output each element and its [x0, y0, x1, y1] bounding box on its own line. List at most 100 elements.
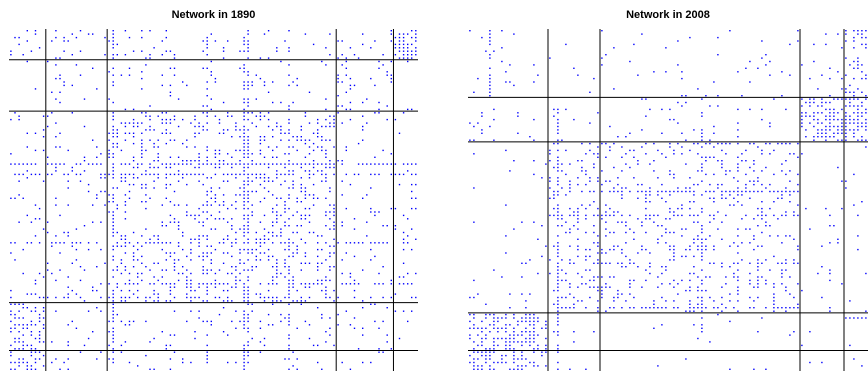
matrix-point: [116, 313, 118, 316]
matrix-point: [845, 30, 847, 32]
matrix-point: [292, 214, 294, 217]
matrix-point: [312, 173, 315, 176]
matrix-point: [202, 272, 204, 275]
matrix-point: [577, 218, 579, 220]
matrix-point: [609, 180, 611, 182]
matrix-point: [100, 163, 102, 165]
matrix-point: [629, 132, 631, 134]
matrix-point: [198, 283, 200, 285]
matrix-point: [837, 238, 839, 240]
matrix-point: [38, 317, 41, 319]
matrix-point: [153, 262, 155, 264]
matrix-point: [569, 307, 571, 309]
matrix-point: [489, 67, 491, 69]
matrix-point: [537, 344, 539, 347]
matrix-point: [717, 211, 719, 213]
matrix-point: [837, 132, 839, 134]
matrix-point: [288, 283, 290, 285]
matrix-point: [709, 190, 711, 193]
matrix-point: [773, 214, 775, 217]
matrix-point: [689, 310, 691, 312]
matrix-point: [206, 156, 208, 158]
matrix-point: [390, 30, 392, 32]
matrix-point: [202, 129, 204, 131]
matrix-point: [304, 156, 307, 158]
matrix-point: [407, 242, 409, 244]
matrix-point: [38, 242, 41, 244]
matrix-point: [681, 132, 683, 134]
matrix-point: [206, 351, 208, 353]
matrix-point: [853, 67, 855, 69]
matrix-point: [725, 276, 727, 278]
matrix-point: [255, 231, 257, 234]
matrix-point: [267, 324, 270, 326]
matrix-point: [505, 204, 507, 206]
matrix-point: [533, 361, 535, 364]
matrix-point: [67, 344, 69, 347]
matrix-point: [861, 317, 863, 319]
matrix-point: [402, 36, 405, 39]
matrix-point: [789, 180, 791, 182]
matrix-point: [493, 108, 495, 111]
matrix-point: [177, 156, 180, 158]
matrix-point: [489, 43, 491, 46]
matrix-point: [521, 276, 523, 278]
matrix-point: [247, 242, 249, 244]
matrix-point: [206, 283, 208, 285]
matrix-point: [272, 303, 274, 305]
matrix-point: [112, 36, 114, 39]
matrix-point: [308, 296, 311, 299]
matrix-point: [705, 276, 707, 278]
matrix-point: [10, 163, 12, 165]
matrix-point: [390, 296, 392, 299]
matrix-point: [116, 231, 118, 234]
matrix-point: [529, 361, 531, 364]
matrix-point: [741, 242, 743, 244]
matrix-point: [96, 307, 98, 309]
matrix-point: [304, 190, 307, 193]
matrix-point: [153, 166, 155, 169]
matrix-point: [100, 296, 102, 299]
matrix-point: [517, 368, 519, 370]
matrix-point: [251, 214, 253, 217]
matrix-point: [337, 112, 339, 114]
matrix-point: [517, 320, 519, 323]
matrix-point: [557, 331, 559, 333]
matrix-point: [525, 337, 527, 340]
matrix-point: [231, 300, 233, 302]
matrix-point: [161, 122, 163, 124]
matrix-point: [378, 163, 380, 165]
matrix-point: [161, 221, 163, 223]
matrix-point: [296, 84, 298, 87]
matrix-point: [657, 214, 659, 217]
matrix-point: [745, 173, 747, 176]
matrix-point: [645, 197, 647, 199]
matrix-point: [34, 33, 37, 35]
matrix-point: [112, 334, 114, 336]
matrix-point: [55, 146, 57, 148]
matrix-point: [597, 177, 599, 179]
matrix-point: [206, 272, 208, 275]
matrix-point: [713, 300, 715, 302]
matrix-point: [641, 129, 643, 131]
matrix-point: [296, 231, 298, 234]
matrix-point: [96, 156, 98, 158]
matrix-point: [321, 235, 323, 237]
matrix-point: [407, 163, 409, 165]
matrix-point: [793, 262, 795, 264]
matrix-point: [673, 173, 675, 176]
matrix-point: [665, 228, 667, 230]
matrix-point: [284, 248, 286, 251]
matrix-point: [861, 77, 863, 80]
matrix-point: [38, 296, 41, 299]
matrix-point: [263, 296, 266, 299]
matrix-point: [757, 269, 759, 271]
matrix-point: [849, 91, 851, 93]
matrix-point: [149, 296, 151, 299]
matrix-point: [190, 361, 192, 364]
matrix-point: [821, 132, 823, 134]
matrix-point: [317, 248, 319, 251]
matrix-point: [169, 173, 172, 176]
matrix-point: [112, 276, 114, 278]
matrix-point: [186, 293, 188, 295]
